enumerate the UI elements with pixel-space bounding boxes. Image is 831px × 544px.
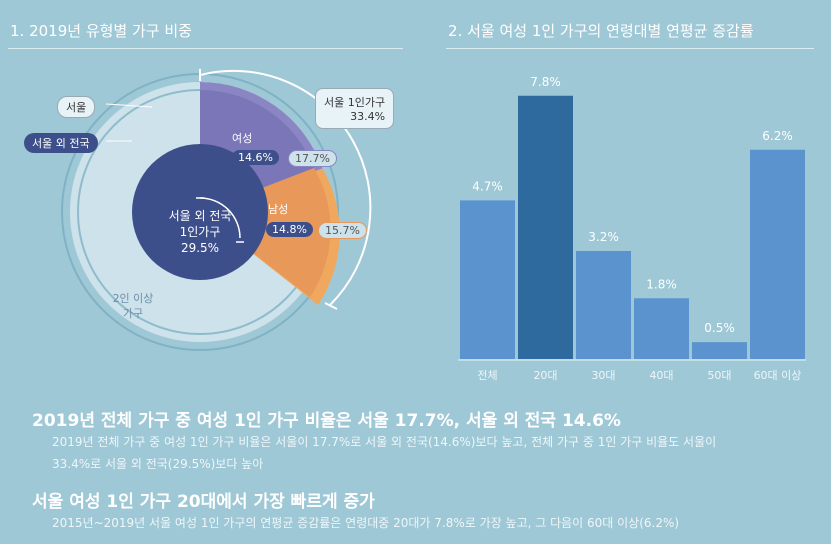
outside-single-center (132, 144, 268, 280)
body-1-line-1: 2019년 전체 가구 중 여성 1인 가구 비율은 서울이 17.7%로 서울… (52, 435, 717, 449)
bar-50대 (692, 342, 747, 359)
bar-category-label: 40대 (649, 369, 673, 382)
right-title-rule (446, 48, 814, 49)
bar-60대 이상 (750, 149, 805, 359)
bar-40대 (634, 298, 689, 359)
bar-category-label: 30대 (591, 369, 615, 382)
center-line1: 서울 외 전국 (168, 209, 232, 223)
bar-chart: 4.7% 전체 7.8% 20대 3.2% 30대 1.8% 40대 0.5% 50대 6.2% 60… (460, 75, 805, 382)
bar-전체 (460, 200, 515, 359)
bar-category-label: 60대 이상 (754, 369, 802, 382)
male-seoul-value: 15.7% (318, 222, 367, 239)
two-plus-line2: 가구 (122, 307, 144, 320)
right-chart-title: 2. 서울 여성 1인 가구의 연령대별 연평균 증감률 (448, 22, 754, 40)
left-chart-title: 1. 2019년 유형별 가구 비중 (10, 22, 192, 40)
bar-value-label: 3.2% (588, 230, 619, 244)
legend-outside-seoul: 서울 외 전국 (24, 133, 98, 153)
bar-value-label: 7.8% (530, 75, 561, 89)
callout-title: 서울 1인가구 (324, 96, 386, 109)
body-1-line-2: 33.4%로 서울 외 전국(29.5%)보다 높아 (52, 457, 264, 471)
bar-30대 (576, 251, 631, 359)
body-2-line-1: 2015년~2019년 서울 여성 1인 가구의 연평균 증감률은 연령대중 2… (52, 516, 680, 530)
bar-category-label: 50대 (707, 369, 731, 382)
female-label: 여성 (232, 132, 253, 145)
center-value: 29.5% (180, 241, 220, 255)
bar-value-label: 1.8% (646, 277, 677, 291)
two-plus-line1: 2인 이상 (112, 292, 154, 305)
donut-chart (61, 69, 806, 361)
headline-1: 2019년 전체 가구 중 여성 1인 가구 비율은 서울 17.7%, 서울 … (32, 411, 621, 431)
bar-20대 (518, 95, 573, 359)
legend-seoul: 서울 (57, 96, 96, 118)
callout-value: 33.4% (350, 110, 386, 123)
bar-value-label: 6.2% (762, 129, 793, 143)
center-line2: 1인가구 (179, 225, 221, 239)
bar-value-label: 4.7% (472, 179, 503, 193)
male-label: 남성 (268, 203, 289, 216)
center-arc-indicator (199, 197, 241, 239)
left-title-rule (8, 48, 403, 49)
center-label: 서울 외 전국 1인가구 29.5% (140, 208, 260, 256)
seoul-single-arc-indicator (199, 69, 372, 306)
legend-seoul-line (105, 103, 153, 108)
female-outside-value: 14.6% (232, 150, 279, 165)
male-outside-value: 14.8% (266, 222, 313, 237)
bar-category-label: 전체 (477, 369, 497, 382)
female-seoul-value: 17.7% (288, 150, 337, 167)
seoul-single-callout: 서울 1인가구 33.4% (315, 88, 395, 129)
bar-value-label: 0.5% (704, 321, 735, 335)
two-plus-label: 2인 이상 가구 (98, 291, 168, 321)
headline-2: 서울 여성 1인 가구 20대에서 가장 빠르게 증가 (32, 492, 375, 512)
bar-category-label: 20대 (533, 369, 557, 382)
